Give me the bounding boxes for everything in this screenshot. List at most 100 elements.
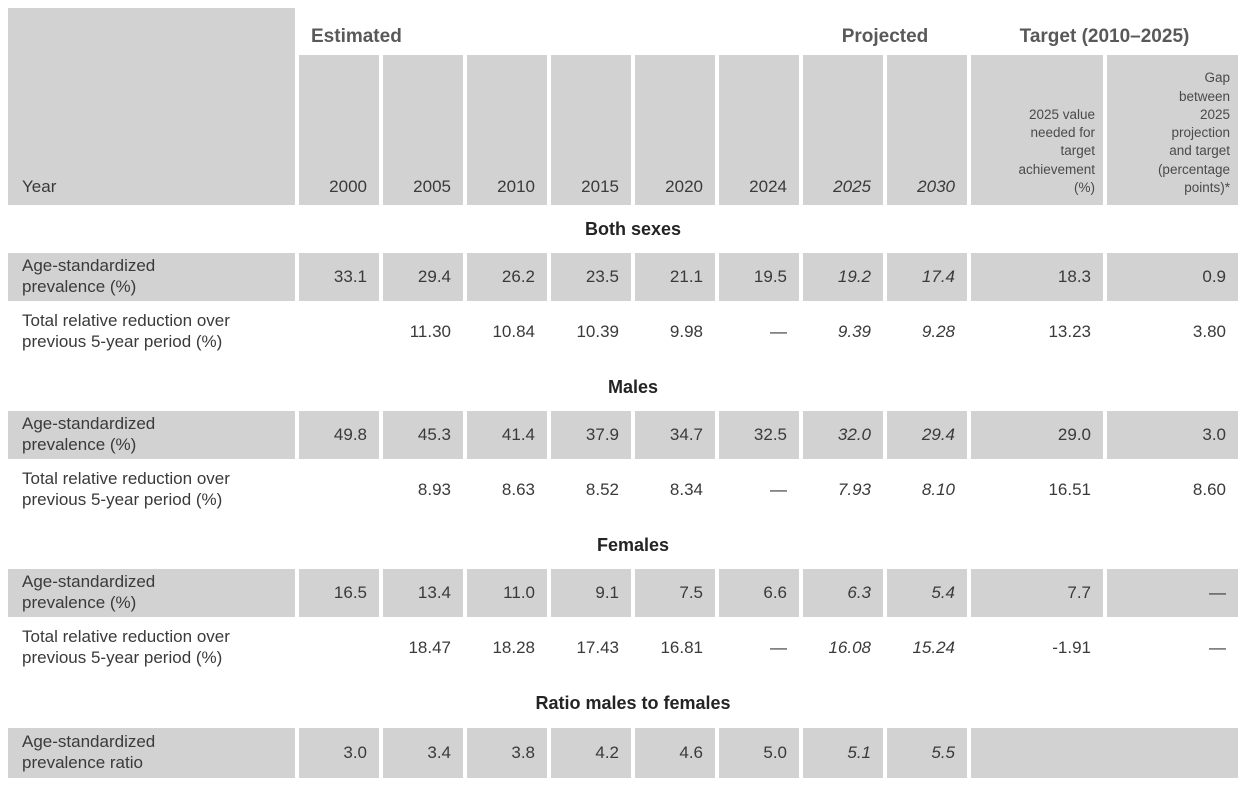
value-cell: — (770, 480, 787, 499)
section-band-males: Males (8, 363, 1238, 411)
value-cell: 16.5 (299, 569, 379, 617)
value-cell: 8.63 (501, 480, 535, 499)
value-cell-target: 8.60 (1192, 480, 1226, 499)
value-cell (299, 617, 379, 679)
row-label: Age-standardized prevalence (%) (8, 569, 295, 617)
value-cell: 4.2 (551, 728, 631, 778)
year-header-2020: 2020 (635, 55, 715, 205)
value-cell: 21.1 (635, 253, 715, 301)
group-header-target: Target (2010–2025) (1019, 25, 1190, 47)
section-band-females: Females (8, 521, 1238, 569)
row-label: Age-standardized prevalence ratio (8, 728, 295, 778)
reduction-row-both-sexes: Total relative reduction over previous 5… (8, 301, 1238, 363)
prevalence-row-both-sexes: Age-standardized prevalence (%) 33.1 29.… (8, 253, 1238, 301)
value-cell-projected: 17.4 (887, 253, 967, 301)
section-title-ratio: Ratio males to females (535, 693, 731, 713)
section-title-males: Males (607, 376, 659, 397)
value-cell-projected: 29.4 (887, 411, 967, 459)
target-header-needed: 2025 value needed for target achievement… (971, 55, 1103, 205)
value-cell-target: 3.0 (1107, 411, 1238, 459)
value-cell-projected: 16.08 (828, 638, 871, 657)
row-label: Age-standardized prevalence (%) (8, 253, 295, 301)
value-cell: 37.9 (551, 411, 631, 459)
value-cell-target: 0.9 (1107, 253, 1238, 301)
value-cell: 8.34 (669, 480, 703, 499)
value-cell: 9.98 (669, 322, 703, 341)
reduction-row-males: Total relative reduction over previous 5… (8, 459, 1238, 521)
value-cell: 49.8 (299, 411, 379, 459)
value-cell: 6.6 (719, 569, 799, 617)
target-header-gap: Gap between 2025 projection and target (… (1107, 55, 1238, 205)
value-cell-projected: 15.24 (912, 638, 955, 657)
year-corner-cell: Year (8, 8, 295, 205)
value-cell-target: 29.0 (971, 411, 1103, 459)
year-header-2030: 2030 (887, 55, 967, 205)
value-cell: 17.43 (576, 638, 619, 657)
value-cell: 3.8 (467, 728, 547, 778)
prevalence-row-females: Age-standardized prevalence (%) 16.5 13.… (8, 569, 1238, 617)
row-label: Age-standardized prevalence (%) (8, 411, 295, 459)
value-cell: 19.5 (719, 253, 799, 301)
value-cell-projected: 8.10 (921, 480, 955, 499)
row-label: Total relative reduction over previous 5… (22, 627, 230, 667)
value-cell: 18.47 (408, 638, 451, 657)
value-cell: 34.7 (635, 411, 715, 459)
value-cell: — (770, 638, 787, 657)
value-cell-target: — (1209, 638, 1226, 657)
value-cell (299, 459, 379, 521)
value-cell-projected: 32.0 (803, 411, 883, 459)
empty-target-cell (971, 728, 1238, 778)
value-cell-target: 13.23 (1048, 322, 1091, 341)
value-cell-target: 3.80 (1192, 322, 1226, 341)
prevalence-row-males: Age-standardized prevalence (%) 49.8 45.… (8, 411, 1238, 459)
value-cell: 41.4 (467, 411, 547, 459)
section-band-both-sexes: Both sexes (8, 205, 1238, 253)
row-label: Total relative reduction over previous 5… (22, 469, 230, 509)
value-cell: 8.52 (585, 480, 619, 499)
value-cell-projected: 7.93 (837, 480, 871, 499)
value-cell: 29.4 (383, 253, 463, 301)
value-cell-projected: 5.1 (803, 728, 883, 778)
value-cell: 10.84 (492, 322, 535, 341)
value-cell: 3.0 (299, 728, 379, 778)
prevalence-table: Year Estimated Projected Target (2010–20… (8, 8, 1238, 778)
value-cell-target: -1.91 (1052, 638, 1091, 657)
value-cell: 18.28 (492, 638, 535, 657)
row-label: Total relative reduction over previous 5… (22, 311, 230, 351)
group-header-estimated: Estimated (311, 25, 402, 47)
table-header: Year Estimated Projected Target (2010–20… (8, 8, 1238, 205)
value-cell-target: 16.51 (1048, 480, 1091, 499)
value-cell: 11.0 (467, 569, 547, 617)
year-header-2010: 2010 (467, 55, 547, 205)
value-cell-projected: 9.28 (921, 322, 955, 341)
year-header-2000: 2000 (299, 55, 379, 205)
value-cell: 13.4 (383, 569, 463, 617)
value-cell: 45.3 (383, 411, 463, 459)
section-title-both-sexes: Both sexes (584, 218, 682, 239)
value-cell: 5.0 (719, 728, 799, 778)
value-cell: 11.30 (409, 322, 451, 341)
section-band-ratio: Ratio males to females (8, 679, 1238, 728)
value-cell-target: 18.3 (971, 253, 1103, 301)
value-cell: 7.5 (635, 569, 715, 617)
value-cell: 9.1 (551, 569, 631, 617)
reduction-row-females: Total relative reduction over previous 5… (8, 617, 1238, 679)
year-header-2025: 2025 (803, 55, 883, 205)
value-cell: 32.5 (719, 411, 799, 459)
ratio-row: Age-standardized prevalence ratio 3.0 3.… (8, 728, 1238, 778)
value-cell-projected: 5.4 (887, 569, 967, 617)
value-cell-projected: 6.3 (803, 569, 883, 617)
value-cell-projected: 5.5 (887, 728, 967, 778)
value-cell (299, 301, 379, 363)
value-cell: 23.5 (551, 253, 631, 301)
year-header-2005: 2005 (383, 55, 463, 205)
value-cell-target: 7.7 (971, 569, 1103, 617)
value-cell-projected: 19.2 (803, 253, 883, 301)
section-title-females: Females (596, 534, 670, 555)
value-cell: 16.81 (660, 638, 703, 657)
value-cell: 10.39 (576, 322, 619, 341)
value-cell: — (770, 322, 787, 341)
value-cell: 26.2 (467, 253, 547, 301)
value-cell: 3.4 (383, 728, 463, 778)
value-cell: 33.1 (299, 253, 379, 301)
